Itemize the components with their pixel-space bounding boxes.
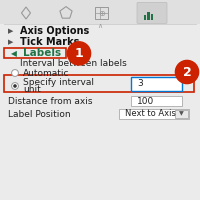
FancyBboxPatch shape [119,109,189,119]
Text: 2: 2 [183,66,191,78]
Text: Automatic: Automatic [23,68,70,77]
Circle shape [12,83,18,89]
Bar [151,14,153,20]
Text: Tick Marks: Tick Marks [20,37,79,47]
Text: ▶: ▶ [8,39,13,45]
Text: ▼: ▼ [179,111,184,116]
Text: 100: 100 [137,97,154,106]
Text: Label Position: Label Position [8,110,71,119]
Circle shape [12,70,18,76]
Text: unit: unit [23,85,41,94]
Text: ▶: ▶ [8,28,13,34]
Circle shape [175,60,199,84]
Circle shape [67,42,91,65]
Circle shape [13,84,17,88]
Text: Specify interval: Specify interval [23,78,94,87]
Text: Labels: Labels [23,48,61,58]
Text: ◀: ◀ [11,49,17,58]
Text: ⊕: ⊕ [98,8,106,18]
Text: Next to Axis: Next to Axis [125,109,176,118]
Bar [147,12,150,20]
Text: 3: 3 [137,79,143,88]
FancyBboxPatch shape [131,96,182,106]
Text: 1: 1 [75,47,83,60]
Bar [144,15,146,20]
FancyBboxPatch shape [175,110,188,118]
Text: ∧: ∧ [97,23,103,29]
FancyBboxPatch shape [0,0,200,24]
FancyBboxPatch shape [131,77,182,91]
Text: Axis Options: Axis Options [20,26,89,36]
Text: Interval between labels: Interval between labels [20,60,127,68]
Text: Distance from axis: Distance from axis [8,98,92,106]
FancyBboxPatch shape [137,2,167,23]
